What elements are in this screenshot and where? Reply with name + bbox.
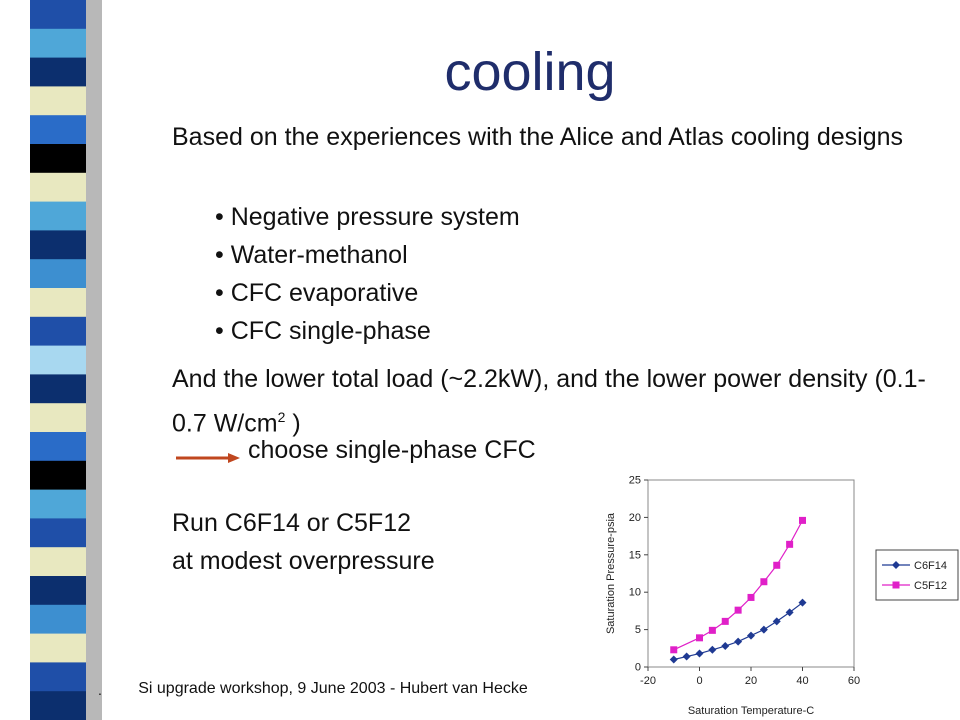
data-point xyxy=(747,593,755,601)
bullet-list: Negative pressure system Water-methanol … xyxy=(215,198,520,350)
sidebar-block xyxy=(30,115,86,145)
sidebar-block xyxy=(30,288,86,318)
data-point xyxy=(708,645,717,654)
data-point xyxy=(708,626,716,634)
choose-text: choose single-phase CFC xyxy=(248,436,536,464)
legend xyxy=(875,549,959,601)
data-point xyxy=(670,646,678,654)
bullet-item: Water-methanol xyxy=(215,236,520,274)
bullet-item: Negative pressure system xyxy=(215,198,520,236)
x-tick-label: 20 xyxy=(745,675,757,687)
y-tick-label: 25 xyxy=(629,475,641,487)
bullet-item: CFC single-phase xyxy=(215,312,520,350)
sidebar-block xyxy=(30,172,86,203)
data-point xyxy=(747,631,755,640)
sidebar-block xyxy=(30,230,86,260)
intro-text: Based on the experiences with the Alice … xyxy=(172,123,904,151)
sidebar-block xyxy=(30,316,86,347)
legend-label: C6F14 xyxy=(914,560,947,572)
x-tick-label: 40 xyxy=(796,675,808,687)
load-superscript: 2 xyxy=(277,409,286,425)
sidebar-block xyxy=(30,576,86,606)
y-tick-label: 15 xyxy=(629,549,641,561)
data-point xyxy=(721,642,730,651)
data-point xyxy=(734,606,742,614)
sidebar-block xyxy=(30,547,86,577)
load-text-end: ) xyxy=(285,409,301,438)
data-point xyxy=(696,634,703,642)
legend-marker xyxy=(892,561,900,569)
sidebar-block xyxy=(30,374,86,404)
data-point xyxy=(759,625,768,634)
sidebar-block xyxy=(30,633,86,663)
sidebar-block xyxy=(30,432,86,462)
sidebar-shadow xyxy=(86,0,102,720)
sidebar-block xyxy=(30,460,86,491)
data-point xyxy=(798,598,807,607)
y-tick-label: 5 xyxy=(635,624,641,636)
legend-marker xyxy=(892,581,900,589)
sidebar-block xyxy=(30,259,86,289)
load-text: And the lower total load (~2.2kW), and t… xyxy=(172,360,932,442)
y-tick-label: 0 xyxy=(635,662,641,674)
data-point xyxy=(669,655,678,664)
y-axis-label: Saturation Pressure-psia xyxy=(605,512,617,634)
sidebar-block xyxy=(30,662,86,692)
sidebar-block xyxy=(30,403,86,433)
footer-dot: . xyxy=(98,682,102,698)
sidebar-block xyxy=(30,604,86,635)
data-point xyxy=(772,617,781,626)
sidebar-block xyxy=(30,489,86,519)
sidebar-block xyxy=(30,28,86,59)
y-tick-label: 10 xyxy=(629,587,641,599)
x-tick-label: -20 xyxy=(640,675,656,687)
data-point xyxy=(734,637,743,646)
footer-text: Si upgrade workshop, 9 June 2003 - Huber… xyxy=(138,680,528,697)
sidebar-block xyxy=(30,518,86,548)
arrow-icon xyxy=(176,453,240,463)
data-point xyxy=(760,578,768,586)
data-point xyxy=(785,608,794,617)
run-text: Run C6F14 or C5F12 at modest overpressur… xyxy=(172,504,612,580)
data-point xyxy=(786,540,794,548)
data-point xyxy=(773,561,781,569)
run-line-1: Run C6F14 or C5F12 xyxy=(172,509,412,537)
data-point xyxy=(799,516,806,524)
x-axis-label: Saturation Temperature-C xyxy=(688,705,814,717)
sidebar-block xyxy=(30,144,86,174)
sidebar-block xyxy=(30,345,86,375)
sidebar-block xyxy=(30,57,86,87)
data-point xyxy=(695,649,704,658)
sidebar-block xyxy=(30,0,86,30)
decorative-sidebar xyxy=(30,0,102,720)
slide-title: cooling xyxy=(444,42,616,102)
y-tick-label: 20 xyxy=(629,512,641,524)
data-point xyxy=(682,652,691,661)
sidebar-block xyxy=(30,86,86,116)
legend-label: C5F12 xyxy=(914,580,947,592)
run-line-2: at modest overpressure xyxy=(172,547,435,575)
load-text-main: And the lower total load (~2.2kW), and t… xyxy=(172,365,926,438)
bullet-item: CFC evaporative xyxy=(215,274,520,312)
x-tick-label: 60 xyxy=(848,675,860,687)
series-line-c5f12 xyxy=(673,520,804,651)
sidebar-block xyxy=(30,201,86,231)
sidebar-block xyxy=(30,691,86,720)
x-tick-label: 0 xyxy=(696,675,702,687)
data-point xyxy=(721,617,729,625)
